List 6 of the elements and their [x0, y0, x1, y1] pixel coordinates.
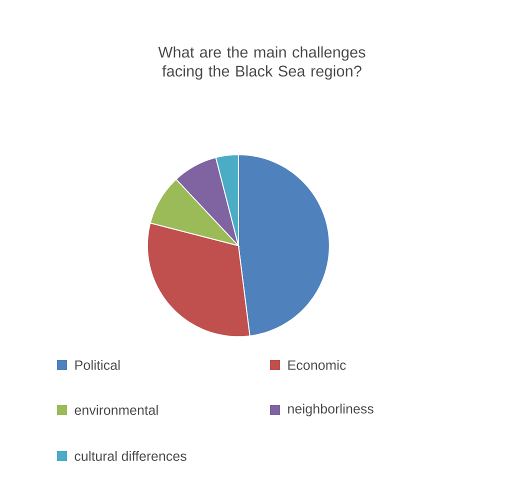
chart-title: What are the main challenges facing the Black Sea region? [158, 46, 366, 80]
legend-label: environmental [74, 405, 158, 415]
legend-label: Economic [288, 360, 346, 370]
legend-label: neighborliness [288, 404, 374, 416]
legend-label: Political [75, 360, 120, 370]
legend-label: cultural differences [74, 451, 186, 461]
